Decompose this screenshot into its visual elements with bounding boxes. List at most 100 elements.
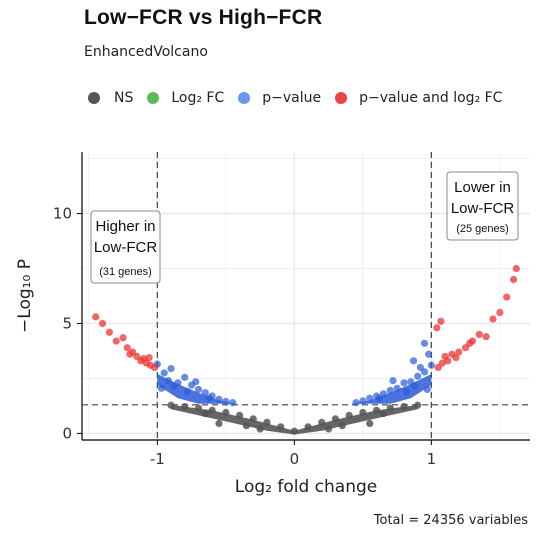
annotation-line: Low-FCR (94, 239, 158, 256)
pvalue-point (414, 372, 422, 380)
significant-point (437, 317, 445, 325)
y-tick-label: 0 (62, 424, 72, 442)
ns-point (208, 406, 216, 414)
annotation-line: Low-FCR (451, 200, 515, 217)
pvalue-point (411, 382, 419, 390)
legend-label-pvalue-and-log2fc: p−value and log₂ FC (359, 90, 503, 106)
ns-point (290, 427, 298, 435)
pvalue-point (359, 397, 367, 405)
significant-point (482, 333, 490, 341)
legend-item-pvalue: p−value (238, 90, 321, 106)
significant-point (444, 357, 452, 365)
pvalue-point (215, 395, 223, 403)
significant-point (112, 337, 120, 345)
pvalue-point (409, 357, 418, 365)
ns-point (359, 408, 367, 417)
legend-item-log2fc: Log₂ FC (147, 90, 224, 106)
legend-item-ns: NS (88, 90, 133, 106)
legend-item-pvalue-and-log2fc: p−value and log₂ FC (335, 90, 502, 106)
significant-point (489, 315, 497, 323)
x-tick-label: -1 (150, 450, 165, 468)
pvalue-point (423, 385, 431, 394)
ns-point (263, 418, 271, 427)
pvalue-point (164, 377, 172, 385)
pvalue-point (205, 394, 214, 402)
pvalue-density-band-right (351, 374, 432, 404)
ns-point (318, 418, 326, 427)
significant-point (512, 264, 520, 273)
significant-point (92, 313, 100, 321)
x-axis-label: Log₂ fold change (235, 477, 377, 497)
ns-point (201, 410, 209, 418)
significant-point (466, 339, 474, 347)
annotation-count: (31 genes) (99, 266, 152, 278)
ns-point (414, 401, 422, 409)
y-tick-label: 10 (53, 205, 72, 223)
ns-density-band (171, 404, 418, 435)
legend-dot-log2fc (147, 92, 160, 104)
caption-total: Total = 24356 variables (373, 513, 528, 528)
significant-point (145, 353, 153, 362)
legend-dot-ns (88, 92, 100, 104)
significant-point (433, 324, 441, 332)
ns-point (181, 402, 189, 411)
pvalue-point (167, 364, 175, 373)
significant-point (438, 359, 446, 367)
pvalue-point (416, 363, 424, 372)
pvalue-point (420, 339, 429, 347)
ns-point (386, 404, 394, 412)
ns-point (372, 406, 381, 414)
pvalue-point (386, 386, 394, 395)
ns-point (194, 404, 203, 412)
legend-dot-pvalue (238, 92, 251, 104)
pvalue-point (393, 384, 401, 392)
pvalue-point (366, 394, 374, 402)
ns-point (167, 401, 175, 409)
significant-point (119, 334, 127, 342)
pvalue-point (170, 382, 178, 390)
significant-point (455, 348, 463, 356)
pvalue-point (181, 373, 189, 381)
ns-point (256, 425, 264, 433)
significant-point (129, 348, 137, 356)
y-tick-label: 5 (62, 314, 72, 332)
significant-point (123, 344, 131, 352)
pvalue-point (201, 389, 209, 397)
pvalue-point (229, 399, 237, 407)
annotation-line: Higher in (95, 218, 155, 235)
pvalue-point (400, 379, 408, 387)
legend: NS Log₂ FC p−value p−value and log₂ FC (88, 90, 516, 106)
pvalue-point (183, 388, 192, 396)
legend-label-pvalue: p−value (262, 90, 322, 106)
ns-point (222, 408, 230, 417)
annotation-box-left (90, 210, 161, 284)
pvalue-point (389, 377, 397, 385)
pvalue-point (222, 397, 230, 406)
significant-point (105, 328, 114, 336)
legend-label-ns: NS (114, 90, 134, 106)
pvalue-point (194, 385, 203, 394)
significant-point (452, 353, 460, 362)
pvalue-point (160, 369, 168, 377)
ns-point (345, 411, 353, 419)
pvalue-point (352, 399, 360, 407)
ns-point (249, 415, 257, 423)
ns-point (325, 425, 333, 433)
annotation-line: Lower in (454, 179, 511, 196)
ns-point (379, 410, 388, 418)
ns-point (242, 422, 251, 430)
x-tick-label: 1 (427, 450, 437, 468)
chart-title: Low−FCR vs High−FCR (84, 6, 323, 29)
x-tick-label: 0 (290, 450, 300, 468)
significant-point (496, 308, 504, 317)
pvalue-point (403, 388, 411, 396)
pvalue-point (427, 361, 435, 369)
annotation-count: (25 genes) (456, 223, 509, 235)
significant-point (475, 330, 483, 339)
significant-point (98, 319, 107, 328)
ns-point (366, 419, 374, 428)
pvalue-point (375, 394, 383, 402)
pvalue-density-band-left (157, 374, 237, 404)
significant-point (137, 357, 145, 365)
